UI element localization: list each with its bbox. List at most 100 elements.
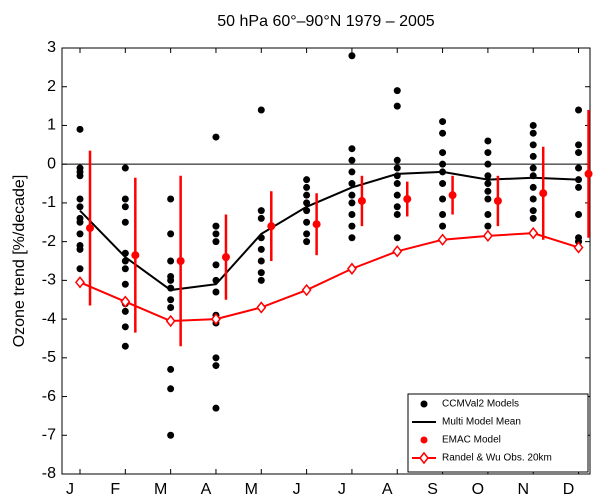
model-dot xyxy=(212,362,220,370)
x-tick-label: M xyxy=(245,481,258,498)
diamond-marker xyxy=(75,276,85,289)
model-dot xyxy=(212,354,220,362)
model-dot xyxy=(303,238,311,246)
model-dot xyxy=(303,199,311,207)
emac-dot xyxy=(176,257,185,265)
model-dot xyxy=(76,265,84,273)
model-dot xyxy=(529,129,537,137)
model-dot xyxy=(484,211,492,219)
y-tick-label: -8 xyxy=(42,465,56,482)
model-dot xyxy=(348,52,356,60)
model-dot xyxy=(393,87,401,95)
model-dot xyxy=(121,280,129,288)
x-tick-label: F xyxy=(110,481,120,498)
model-dot xyxy=(484,180,492,188)
model-dot xyxy=(393,164,401,172)
legend-label: CCMVal2 Models xyxy=(442,399,519,410)
emac-dot xyxy=(312,220,321,229)
model-dot xyxy=(121,307,129,315)
model-dot xyxy=(257,257,265,265)
legend-symbol xyxy=(420,436,428,444)
model-dot xyxy=(303,183,311,191)
model-dot xyxy=(212,261,220,269)
x-tick-label: D xyxy=(563,481,575,498)
diamond-marker xyxy=(256,301,267,314)
model-dot xyxy=(484,149,492,157)
x-tick-label: O xyxy=(472,481,484,498)
emac-dot xyxy=(131,251,140,260)
model-dot xyxy=(529,152,537,160)
model-dot xyxy=(348,191,356,199)
x-tick-label: J xyxy=(66,481,74,498)
model-dot xyxy=(167,195,175,203)
model-dot xyxy=(575,211,583,219)
emac-dot xyxy=(357,196,366,205)
model-dot xyxy=(439,222,447,230)
model-dot xyxy=(76,245,84,253)
y-tick-label: 0 xyxy=(47,155,56,172)
model-dot xyxy=(257,207,265,215)
model-dot xyxy=(348,145,356,153)
model-dot xyxy=(529,164,537,172)
diamond-marker xyxy=(482,229,493,243)
model-dot xyxy=(439,160,447,168)
legend-label: Randel & Wu Obs. 20km xyxy=(442,453,552,464)
diamond-marker xyxy=(528,226,539,240)
model-dot xyxy=(484,172,492,180)
y-tick-label: -5 xyxy=(42,349,56,366)
model-dot xyxy=(348,168,356,176)
emac-dot xyxy=(86,224,94,233)
model-dot xyxy=(484,222,492,230)
y-tick-label: 2 xyxy=(47,78,56,95)
x-tick-label: A xyxy=(382,481,393,498)
diamond-marker xyxy=(211,312,221,326)
model-dot xyxy=(167,431,175,439)
model-dot xyxy=(212,133,220,141)
model-dot xyxy=(484,160,492,168)
model-dot xyxy=(167,276,175,284)
model-dot xyxy=(76,125,84,133)
model-dot xyxy=(529,195,537,203)
legend-label: EMAC Model xyxy=(442,435,501,446)
model-dot xyxy=(393,156,401,164)
model-dot xyxy=(484,195,492,203)
y-tick-label: 1 xyxy=(47,117,56,134)
model-dot xyxy=(348,199,356,207)
model-dot xyxy=(167,303,175,311)
model-dot xyxy=(121,218,129,226)
model-dot xyxy=(529,207,537,215)
x-tick-label: N xyxy=(517,481,529,498)
y-tick-label: -1 xyxy=(42,194,56,211)
model-dot xyxy=(529,121,537,129)
model-dot xyxy=(167,385,175,393)
emac-dot xyxy=(267,222,276,231)
model-dot xyxy=(393,102,401,110)
emac-dot xyxy=(584,169,593,178)
model-dot xyxy=(167,230,175,238)
model-dot xyxy=(393,203,401,211)
model-dot xyxy=(484,187,492,195)
y-tick-label: -2 xyxy=(42,233,56,250)
model-dot xyxy=(257,245,265,253)
model-dot xyxy=(257,276,265,284)
model-dot xyxy=(121,342,129,350)
model-dot xyxy=(393,211,401,219)
plot-frame xyxy=(61,47,591,475)
model-dot xyxy=(575,149,583,157)
legend-symbol xyxy=(419,451,429,465)
diamond-marker xyxy=(301,283,312,297)
model-dot xyxy=(439,211,447,219)
legend: CCMVal2 Models Multi Model Mean EMAC Model… xyxy=(407,393,589,473)
model-dot xyxy=(348,156,356,164)
model-dot xyxy=(439,180,447,188)
y-tick-label: -7 xyxy=(42,426,56,443)
model-dot xyxy=(393,191,401,199)
y-tick-label: 3 xyxy=(47,39,56,56)
model-dot xyxy=(393,180,401,188)
legend-box xyxy=(407,393,589,473)
series-line xyxy=(79,232,579,323)
emac-dot xyxy=(221,253,230,262)
model-dot xyxy=(257,106,265,114)
model-dot xyxy=(121,195,129,203)
